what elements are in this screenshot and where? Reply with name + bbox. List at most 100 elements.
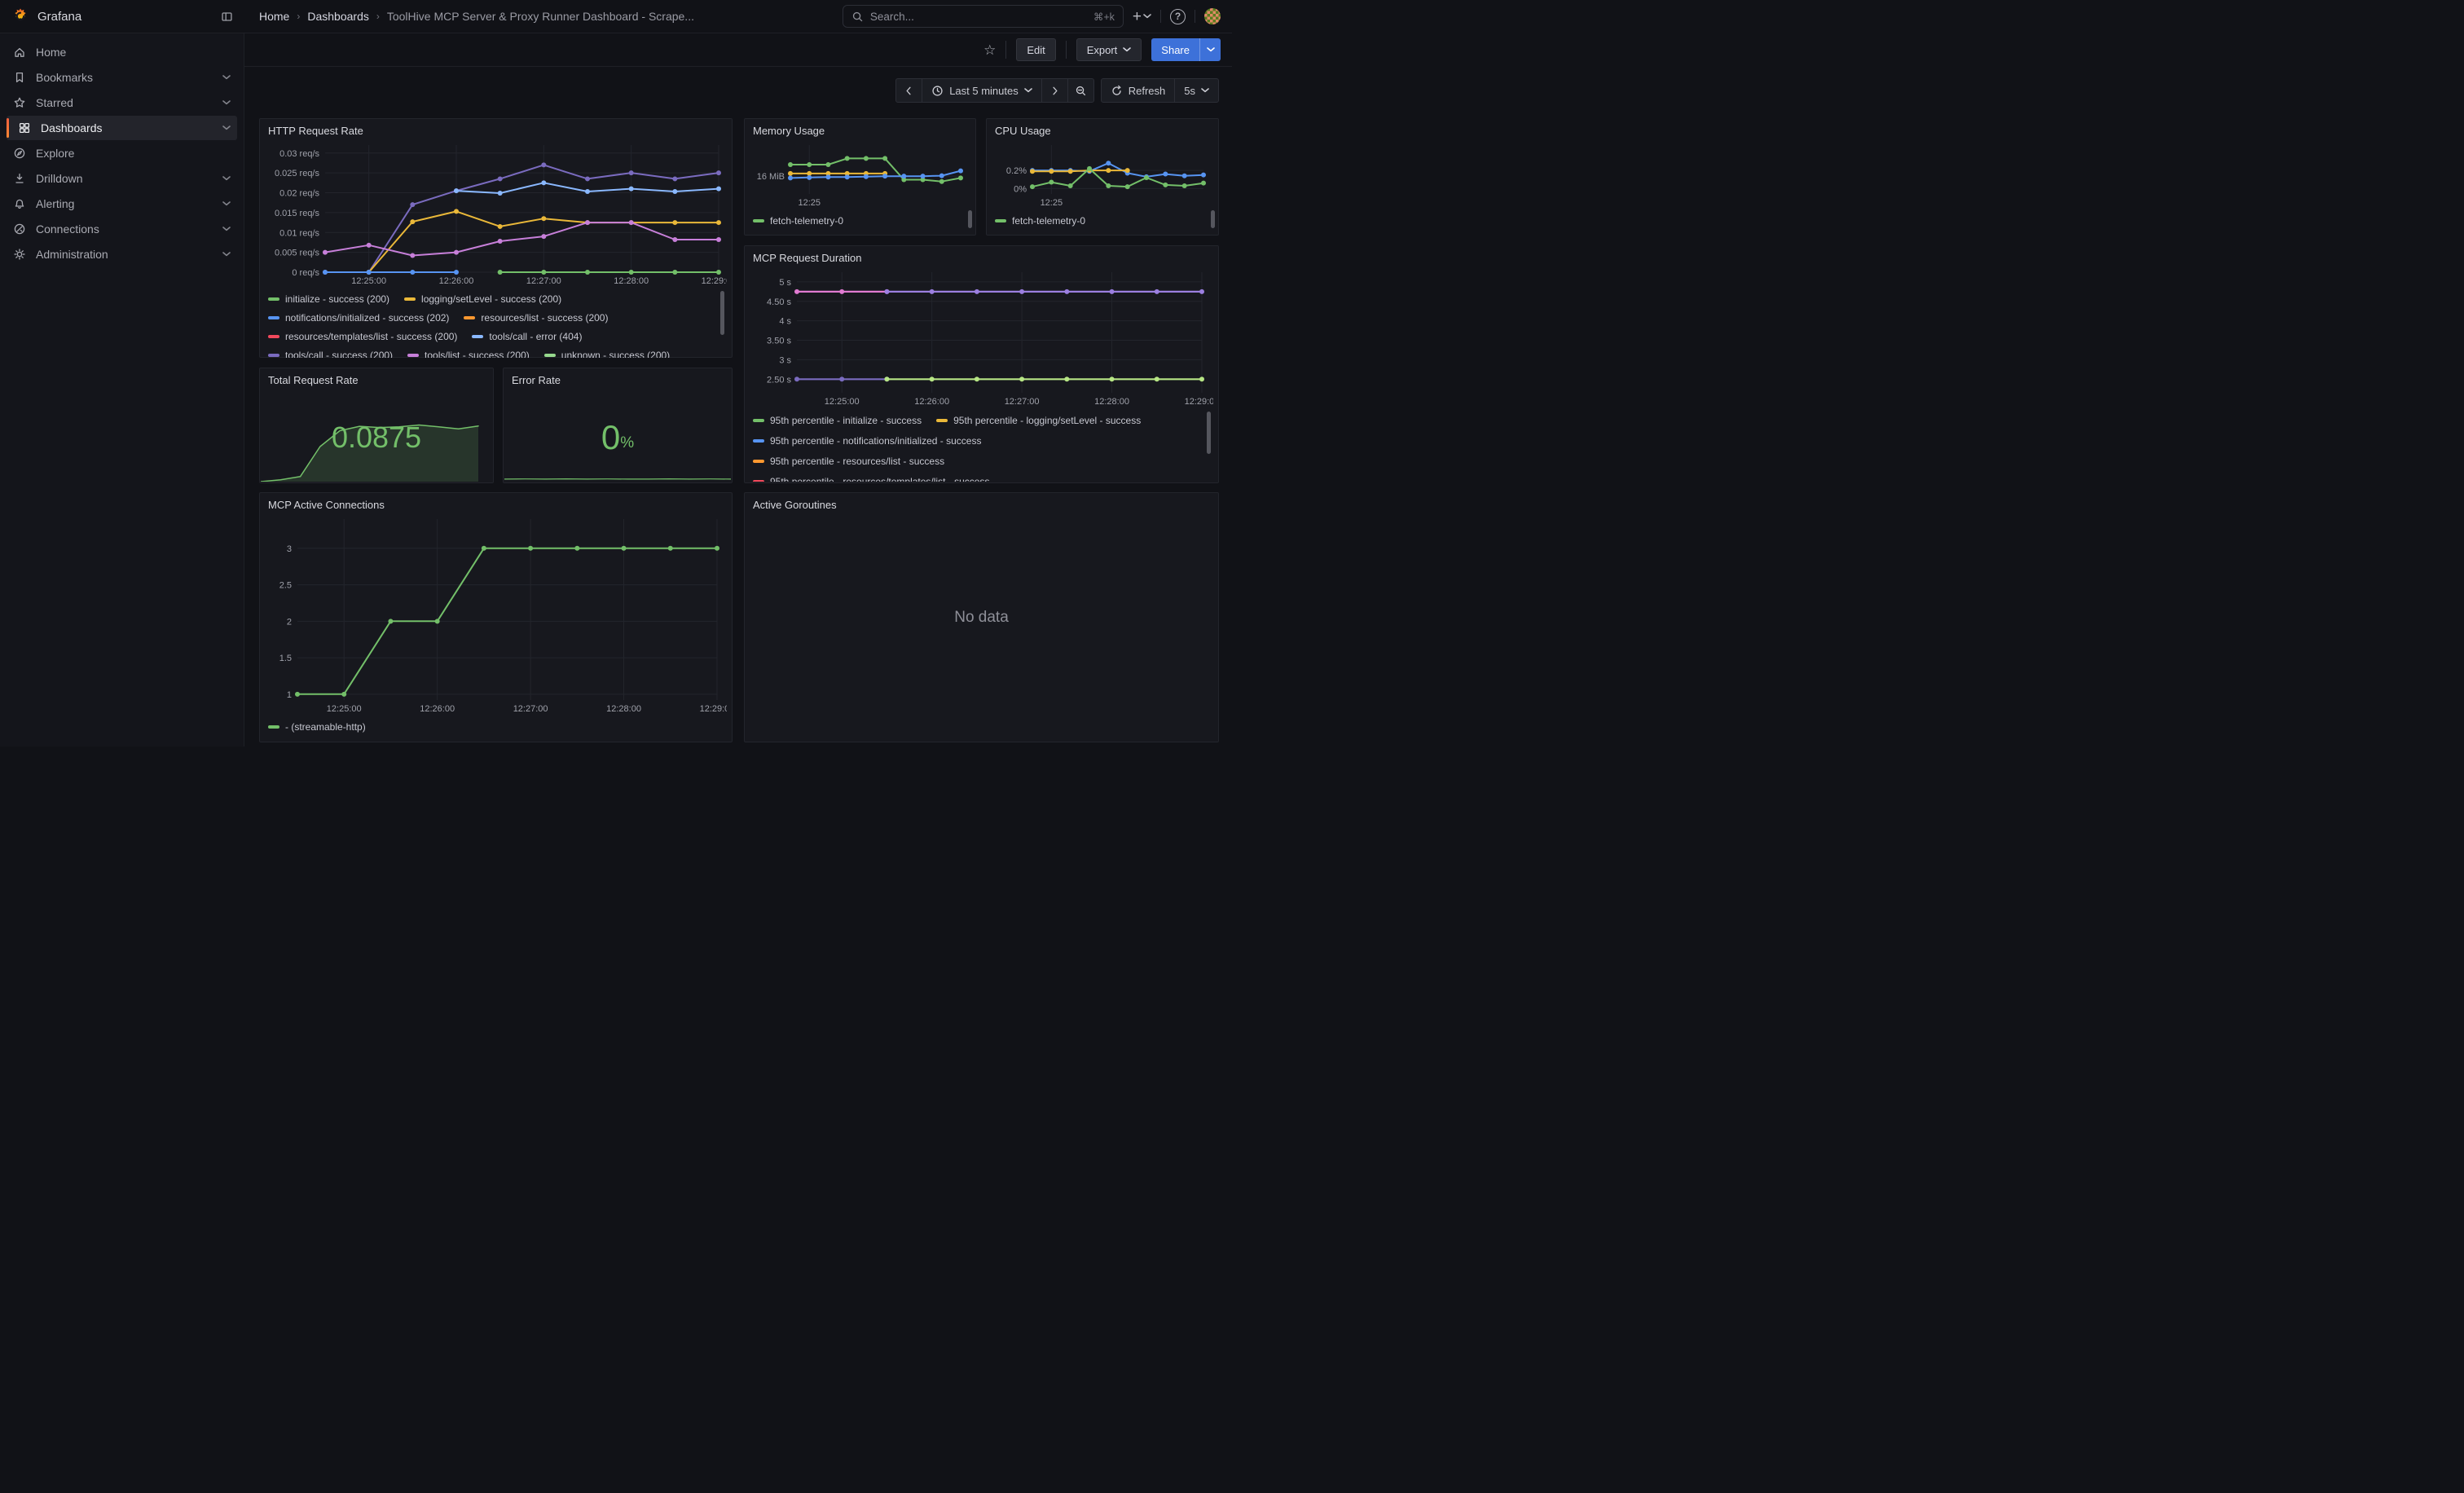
breadcrumb-item[interactable]: Home — [259, 10, 290, 23]
sidebar-item-alerting[interactable]: Alerting — [7, 192, 237, 216]
chevron-down-icon — [1201, 88, 1209, 93]
svg-text:12:29:00: 12:29:00 — [1185, 397, 1213, 407]
error-rate-unit: % — [620, 434, 635, 451]
legend-item[interactable]: - (streamable-http) — [268, 721, 366, 733]
share-split-button: Share — [1151, 38, 1221, 61]
legend-series-marker — [753, 479, 764, 482]
legend-item[interactable]: tools/call - error (404) — [472, 331, 582, 342]
panel-title[interactable]: Error Rate — [512, 374, 561, 386]
chevron-down-icon[interactable] — [222, 252, 231, 257]
legend-series-label: tools/call - success (200) — [285, 349, 394, 359]
legend-item[interactable]: fetch-telemetry-0 — [753, 215, 843, 227]
sidebar-item-administration[interactable]: Administration — [7, 242, 237, 266]
sidebar-item-bookmarks[interactable]: Bookmarks — [7, 65, 237, 90]
legend-scrollbar[interactable] — [968, 210, 972, 228]
panel-title[interactable]: Memory Usage — [753, 125, 825, 137]
svg-text:12:27:00: 12:27:00 — [513, 704, 548, 714]
breadcrumb-item[interactable]: Dashboards — [307, 10, 369, 23]
divider — [1005, 41, 1007, 59]
svg-text:2: 2 — [287, 617, 292, 627]
sidebar-item-home[interactable]: Home — [7, 40, 237, 64]
legend-item[interactable]: notifications/initialized - success (202… — [268, 312, 449, 324]
legend-item[interactable]: fetch-telemetry-0 — [995, 215, 1085, 227]
sidebar-item-explore[interactable]: Explore — [7, 141, 237, 165]
panel-mcp-request-duration: MCP Request Duration 2.50 s 3 s 3.50 s 4 s 4… — [744, 245, 1219, 483]
legend-scrollbar[interactable] — [720, 291, 724, 335]
legend-item[interactable]: initialize - success (200) — [268, 293, 389, 305]
legend-item[interactable]: 95th percentile - notifications/initiali… — [753, 435, 981, 447]
chevron-down-icon[interactable] — [222, 201, 231, 206]
legend-series-marker — [753, 459, 764, 463]
legend-item[interactable]: unknown - success (200) — [543, 350, 670, 358]
legend-series-label: - (streamable-http) — [285, 721, 366, 733]
chevron-down-icon[interactable] — [222, 176, 231, 181]
search-placeholder: Search... — [869, 10, 914, 23]
sidebar-item-starred[interactable]: Starred — [7, 90, 237, 115]
chevron-down-icon — [1123, 47, 1132, 52]
svg-text:4.50 s: 4.50 s — [767, 297, 791, 307]
legend-item[interactable]: tools/call - success (200) — [268, 349, 394, 359]
sidebar-item-label: Alerting — [36, 197, 75, 210]
refresh-interval-picker[interactable]: 5s — [1174, 79, 1218, 102]
favorite-star-button[interactable]: ☆ — [983, 42, 997, 58]
share-button[interactable]: Share — [1151, 38, 1199, 61]
sidebar: Home Bookmarks Starred Dashboards Explore Dri… — [0, 33, 244, 746]
chevron-right-icon — [1053, 86, 1058, 95]
sidebar-toggle-icon[interactable] — [221, 11, 233, 23]
search-shortcut: ⌘+k — [1093, 11, 1115, 23]
chevron-down-icon[interactable] — [222, 227, 231, 231]
mcp-active-connections-chart[interactable]: 1 1.5 2 2.5 3 12:25:00 12:26:00 12:27:00 12:28:0… — [265, 514, 727, 715]
avatar[interactable] — [1204, 8, 1221, 24]
svg-text:12:27:00: 12:27:00 — [1005, 397, 1040, 407]
zoom-out-button[interactable] — [1067, 79, 1093, 102]
mcp-request-duration-chart[interactable]: 2.50 s 3 s 3.50 s 4 s 4.50 s 5 s 12:25:00 12:26… — [750, 267, 1213, 407]
time-range-picker[interactable]: Last 5 minutes — [922, 79, 1041, 102]
legend-scrollbar[interactable] — [1207, 412, 1211, 454]
search-input[interactable]: Search... ⌘+k — [842, 5, 1124, 28]
search-icon — [852, 11, 863, 21]
legend-item[interactable]: logging/setLevel - success (200) — [404, 293, 561, 305]
share-menu-button[interactable] — [1199, 38, 1221, 61]
legend-item[interactable]: 95th percentile - logging/setLevel - suc… — [936, 415, 1141, 426]
chevron-down-icon[interactable] — [222, 75, 231, 80]
legend-series-label: fetch-telemetry-0 — [770, 215, 844, 227]
sidebar-item-drilldown[interactable]: Drilldown — [7, 166, 237, 191]
http-request-rate-chart[interactable]: 0 req/s 0.005 req/s 0.01 req/s 0.015 req/s 0… — [265, 140, 727, 287]
legend-item[interactable]: resources/templates/list - success (200) — [268, 331, 457, 342]
refresh-button[interactable]: Refresh — [1102, 79, 1175, 102]
legend-item[interactable]: 95th percentile - resources/templates/li… — [753, 476, 989, 482]
legend-scrollbar[interactable] — [1211, 210, 1215, 228]
panel-title[interactable]: MCP Request Duration — [753, 252, 862, 264]
cpu-usage-chart[interactable]: 0.2% 0% 12:25 — [992, 140, 1213, 209]
sidebar-item-dashboards[interactable]: Dashboards — [7, 116, 237, 140]
legend-series-marker — [407, 353, 420, 357]
time-shift-back-button[interactable] — [896, 79, 922, 102]
add-button[interactable]: + — [1133, 9, 1151, 24]
memory-usage-chart[interactable]: 16 MiB 12:25 — [750, 140, 970, 209]
export-button[interactable]: Export — [1076, 38, 1142, 61]
breadcrumb-item: ToolHive MCP Server & Proxy Runner Dashb… — [386, 10, 694, 23]
time-shift-forward-button[interactable] — [1041, 79, 1067, 102]
legend-series-marker — [268, 315, 279, 319]
svg-text:0.02 req/s: 0.02 req/s — [279, 189, 319, 199]
gear-icon — [13, 248, 26, 261]
help-icon[interactable]: ? — [1170, 8, 1186, 24]
legend-series-marker — [753, 219, 764, 222]
chevron-down-icon[interactable] — [222, 100, 231, 105]
legend-item[interactable]: 95th percentile - resources/list - succe… — [753, 456, 944, 467]
panel-title[interactable]: MCP Active Connections — [268, 499, 385, 511]
edit-button[interactable]: Edit — [1016, 38, 1056, 61]
panel-title[interactable]: HTTP Request Rate — [268, 125, 363, 137]
panel-title[interactable]: Total Request Rate — [268, 374, 359, 386]
panel-title[interactable]: Active Goroutines — [753, 499, 837, 511]
chevron-down-icon[interactable] — [222, 126, 231, 130]
svg-text:12:29:00: 12:29:00 — [700, 704, 727, 714]
panel-title[interactable]: CPU Usage — [995, 125, 1051, 137]
legend-item[interactable]: 95th percentile - initialize - success — [753, 415, 922, 426]
legend-series-label: 95th percentile - resources/templates/li… — [770, 475, 990, 482]
legend-item[interactable]: resources/list - success (200) — [464, 312, 608, 324]
svg-text:2.5: 2.5 — [279, 581, 292, 591]
sidebar-item-connections[interactable]: Connections — [7, 217, 237, 241]
legend-item[interactable]: tools/list - success (200) — [407, 350, 530, 358]
svg-text:3 s: 3 s — [779, 355, 791, 365]
